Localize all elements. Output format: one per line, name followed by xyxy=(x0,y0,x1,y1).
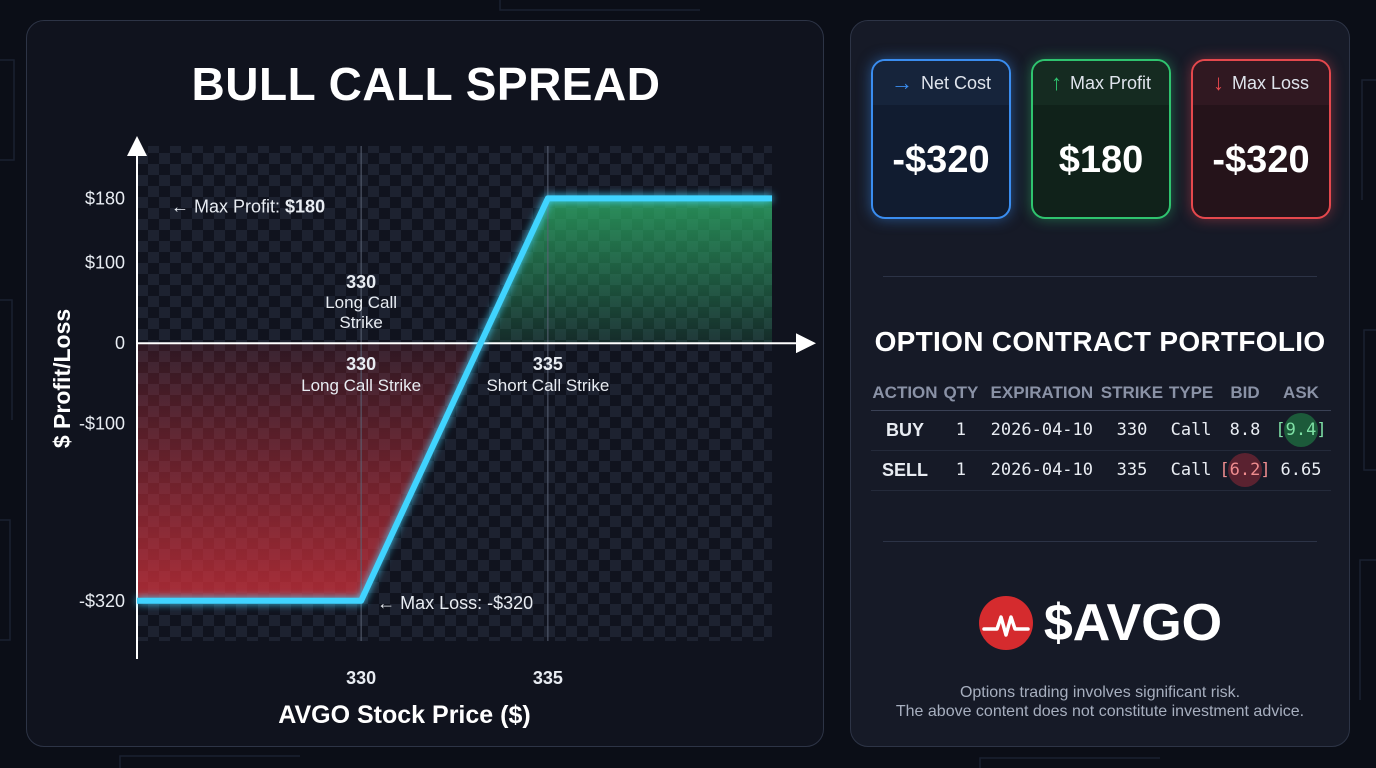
short-call-strike-label: Short Call Strike xyxy=(486,376,609,395)
arrow-down-icon: ↓ xyxy=(1212,70,1224,95)
row-type: Call xyxy=(1163,410,1220,451)
info-panel: → Net Cost -$320 ↑ Max Profit $180 ↓ Max… xyxy=(850,20,1350,747)
divider xyxy=(883,541,1317,542)
table-row: SELL 1 2026-04-10 335 Call [6.2] 6.65 xyxy=(871,450,1331,491)
long-call-strike-value: 330 xyxy=(346,272,376,292)
max-loss-annotation: ← Max Loss: -$320 xyxy=(377,593,533,613)
portfolio-table: ACTION QTY EXPIRATION STRIKE TYPE BID AS… xyxy=(871,376,1331,491)
disclaimer: Options trading involves significant ris… xyxy=(851,683,1349,721)
long-call-strike-value: 330 xyxy=(346,354,376,374)
row-bid-highlight: [6.2] xyxy=(1219,460,1271,480)
row-action: SELL xyxy=(871,450,939,491)
max-profit-value: $180 xyxy=(1058,139,1144,181)
row-qty: 1 xyxy=(938,450,983,491)
long-call-strike-label: Strike xyxy=(339,313,382,332)
long-call-strike-label: Long Call xyxy=(325,293,397,312)
net-cost-value: -$320 xyxy=(892,139,990,181)
max-profit-label: Max Profit xyxy=(1069,72,1152,93)
header-bid: BID xyxy=(1219,376,1272,411)
broadcom-logo-icon xyxy=(978,596,1033,650)
disclaimer-line-2: The above content does not constitute in… xyxy=(895,703,1305,720)
y-tick-label: $180 xyxy=(85,188,125,208)
profit-region xyxy=(480,198,772,344)
max-profit-annotation: ← Max Profit: $180 xyxy=(171,196,325,216)
divider xyxy=(883,276,1317,277)
header-expiration: EXPIRATION xyxy=(982,376,1101,411)
max-loss-label: Max Loss xyxy=(1231,72,1310,93)
net-cost-label: Net Cost xyxy=(920,72,992,93)
disclaimer-line-1: Options trading involves significant ris… xyxy=(959,684,1241,701)
portfolio-title: OPTION CONTRACT PORTFOLIO xyxy=(874,326,1326,357)
y-tick-label: -$320 xyxy=(79,591,125,611)
row-strike: 330 xyxy=(1100,410,1164,451)
header-qty: QTY xyxy=(938,376,983,411)
row-ask-cell: [9.4] xyxy=(1271,410,1331,451)
header-type: TYPE xyxy=(1163,376,1220,411)
header-strike: STRIKE xyxy=(1100,376,1164,411)
row-action: BUY xyxy=(871,410,939,451)
row-qty: 1 xyxy=(938,410,983,451)
row-ask: 6.65 xyxy=(1271,450,1331,491)
row-bid-cell: [6.2] xyxy=(1219,450,1272,491)
header-action: ACTION xyxy=(871,376,939,411)
row-expiration: 2026-04-10 xyxy=(982,450,1101,491)
y-tick-label: $100 xyxy=(85,253,125,273)
loss-region xyxy=(137,343,481,601)
arrow-right-icon: → xyxy=(890,70,913,95)
ticker-symbol: $AVGO xyxy=(1043,594,1223,652)
header-ask: ASK xyxy=(1271,376,1331,411)
y-tick-label: 0 xyxy=(115,333,125,353)
long-call-strike-label: Long Call Strike xyxy=(301,376,421,395)
row-strike: 335 xyxy=(1100,450,1164,491)
row-expiration: 2026-04-10 xyxy=(982,410,1101,451)
x-tick-label: 330 xyxy=(346,668,376,688)
table-header-row: ACTION QTY EXPIRATION STRIKE TYPE BID AS… xyxy=(871,376,1331,411)
chart-title: BULL CALL SPREAD xyxy=(191,58,661,110)
table-row: BUY 1 2026-04-10 330 Call 8.8 [9.4] xyxy=(871,410,1331,451)
payoff-line xyxy=(137,195,772,604)
arrow-up-icon: ↑ xyxy=(1050,70,1062,95)
row-ask-highlight: [9.4] xyxy=(1275,420,1327,440)
x-axis-title: AVGO Stock Price ($) xyxy=(278,701,530,729)
y-tick-label: -$100 xyxy=(79,414,125,434)
row-type: Call xyxy=(1163,450,1220,491)
max-profit-card: ↑ Max Profit $180 xyxy=(1031,59,1171,219)
max-loss-card: ↓ Max Loss -$320 xyxy=(1191,59,1331,219)
x-tick-label: 335 xyxy=(533,668,563,688)
chart-panel: BULL CALL SPREAD xyxy=(26,20,824,747)
row-bid: 8.8 xyxy=(1219,410,1272,451)
max-loss-value: -$320 xyxy=(1212,139,1310,181)
net-cost-card: → Net Cost -$320 xyxy=(871,59,1011,219)
short-call-strike-value: 335 xyxy=(533,354,563,374)
y-axis-title: $ Profit/Loss xyxy=(49,309,75,448)
ticker-block: $AVGO xyxy=(851,593,1349,653)
